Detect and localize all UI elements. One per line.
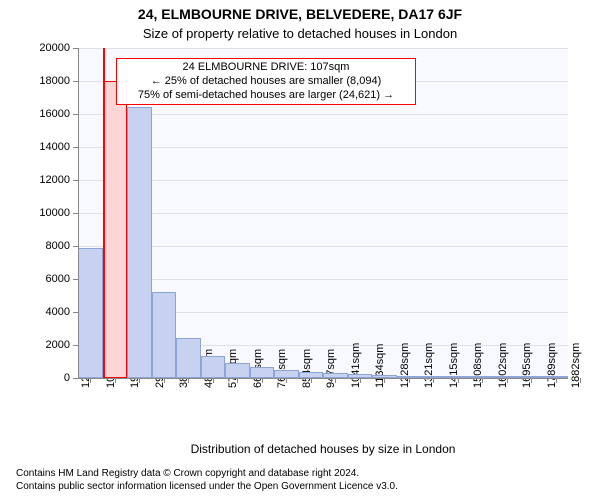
histogram-bar <box>201 356 226 378</box>
page-subtitle: Size of property relative to detached ho… <box>0 26 600 41</box>
histogram-bar <box>176 338 201 378</box>
chart-container: 24, ELMBOURNE DRIVE, BELVEDERE, DA17 6JF… <box>0 0 600 500</box>
histogram-bar <box>152 292 177 378</box>
subject-marker-line <box>103 48 105 378</box>
y-tick-label: 8000 <box>10 240 70 252</box>
histogram-bar <box>250 367 275 378</box>
y-tick-label: 10000 <box>10 207 70 219</box>
y-tick-label: 18000 <box>10 75 70 87</box>
y-tick-label: 2000 <box>10 339 70 351</box>
attribution-text: Contains HM Land Registry data © Crown c… <box>0 468 600 493</box>
histogram-chart: 0200040006000800010000120001400016000180… <box>78 48 568 378</box>
y-tick-label: 4000 <box>10 306 70 318</box>
annotation-box: 24 ELMBOURNE DRIVE: 107sqm← 25% of detac… <box>116 58 416 105</box>
histogram-bar <box>274 370 299 378</box>
y-tick-label: 20000 <box>10 42 70 54</box>
annotation-line: 24 ELMBOURNE DRIVE: 107sqm <box>121 61 411 75</box>
x-axis-label: Distribution of detached houses by size … <box>78 442 568 456</box>
y-tick-label: 12000 <box>10 174 70 186</box>
annotation-line: 75% of semi-detached houses are larger (… <box>121 89 411 103</box>
histogram-bar <box>78 248 103 378</box>
y-tick-label: 14000 <box>10 141 70 153</box>
y-tick-label: 16000 <box>10 108 70 120</box>
annotation-line: ← 25% of detached houses are smaller (8,… <box>121 75 411 89</box>
attribution-line-1: Contains HM Land Registry data © Crown c… <box>16 468 600 481</box>
y-tick-label: 6000 <box>10 273 70 285</box>
histogram-bar <box>225 363 250 378</box>
histogram-bar <box>127 107 152 378</box>
attribution-line-2: Contains public sector information licen… <box>16 481 600 494</box>
histogram-bar <box>103 81 128 378</box>
page-title: 24, ELMBOURNE DRIVE, BELVEDERE, DA17 6JF <box>0 6 600 22</box>
y-tick-label: 0 <box>10 372 70 384</box>
